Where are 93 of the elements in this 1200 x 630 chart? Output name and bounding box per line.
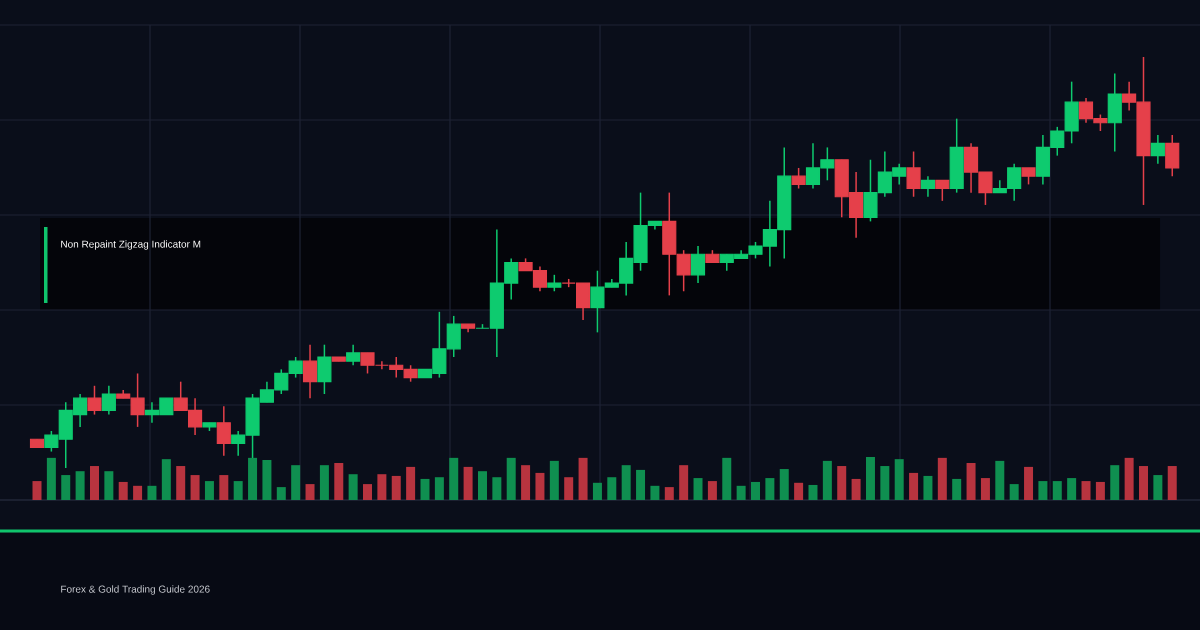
bar (822, 460, 832, 500)
bar (1024, 466, 1034, 500)
bar (190, 475, 200, 500)
bar (1038, 481, 1048, 500)
bar (1153, 475, 1163, 500)
candlestick (346, 343, 361, 366)
bar (133, 485, 143, 500)
bar (1095, 481, 1105, 500)
bar (377, 474, 387, 500)
bar (808, 484, 818, 500)
bar (736, 485, 746, 500)
bar (406, 466, 416, 500)
bar (61, 475, 71, 500)
bar (161, 459, 171, 500)
bar (204, 481, 214, 500)
bar (765, 478, 775, 500)
bar (1139, 466, 1148, 500)
bar (535, 472, 545, 500)
bar (995, 460, 1005, 500)
text: Forex & Gold Trading Guide 2026 (61, 585, 210, 595)
bar (334, 463, 344, 500)
candlestick (791, 167, 806, 190)
bar (104, 471, 114, 500)
bar (1052, 481, 1062, 500)
bar (607, 477, 617, 500)
bar (851, 478, 861, 500)
bar (477, 471, 487, 500)
bar (391, 475, 401, 500)
bar (147, 485, 157, 500)
bar (794, 482, 804, 500)
candlestick (302, 343, 318, 399)
bar (276, 487, 286, 500)
bar (75, 471, 85, 500)
bar (909, 472, 919, 500)
bar (291, 465, 301, 500)
bar (248, 457, 258, 500)
bar (894, 459, 904, 500)
bar (348, 474, 358, 500)
bar (564, 477, 574, 500)
bar (506, 457, 516, 500)
bar (578, 457, 588, 500)
candlestick (101, 385, 116, 416)
bar (693, 478, 703, 500)
bar (549, 460, 559, 500)
bar (449, 457, 459, 500)
bar (118, 481, 128, 500)
bar (937, 457, 947, 500)
bar (32, 481, 42, 500)
bar (521, 465, 531, 500)
bar (621, 465, 631, 500)
candlestick (216, 405, 231, 457)
candlestick (690, 245, 706, 284)
bar (492, 477, 502, 500)
bar (966, 463, 976, 500)
bar (463, 466, 473, 500)
bar (1167, 466, 1177, 500)
candlestick (906, 150, 921, 198)
bar (305, 484, 315, 500)
bar (219, 475, 229, 500)
bar (837, 466, 847, 500)
bar (880, 466, 890, 500)
bar (592, 482, 602, 500)
bar (1081, 481, 1091, 500)
bar (636, 469, 646, 500)
bar (89, 466, 99, 500)
bar (952, 478, 962, 500)
bar (1124, 457, 1134, 500)
bar (751, 481, 761, 500)
bar (46, 457, 56, 500)
bar (779, 469, 789, 500)
bar (664, 487, 674, 500)
bar (233, 481, 243, 500)
candlestick (935, 179, 950, 202)
bar (1067, 478, 1077, 500)
candlestick (87, 385, 102, 416)
bar (1009, 484, 1019, 500)
candlestick (920, 175, 936, 198)
bar (980, 478, 990, 500)
bar (865, 457, 875, 500)
bar (923, 475, 933, 500)
text: Non Repaint Zigzag Indicator M (61, 240, 201, 250)
candlestick (1150, 134, 1165, 165)
bar (420, 478, 430, 500)
bar (650, 485, 660, 500)
bar (722, 457, 732, 500)
bar (707, 481, 717, 500)
bar (1110, 465, 1120, 500)
bar (679, 465, 689, 500)
bar (363, 484, 373, 500)
bar (262, 460, 272, 500)
bar (434, 477, 444, 500)
bar (319, 465, 329, 500)
bar (176, 466, 186, 500)
